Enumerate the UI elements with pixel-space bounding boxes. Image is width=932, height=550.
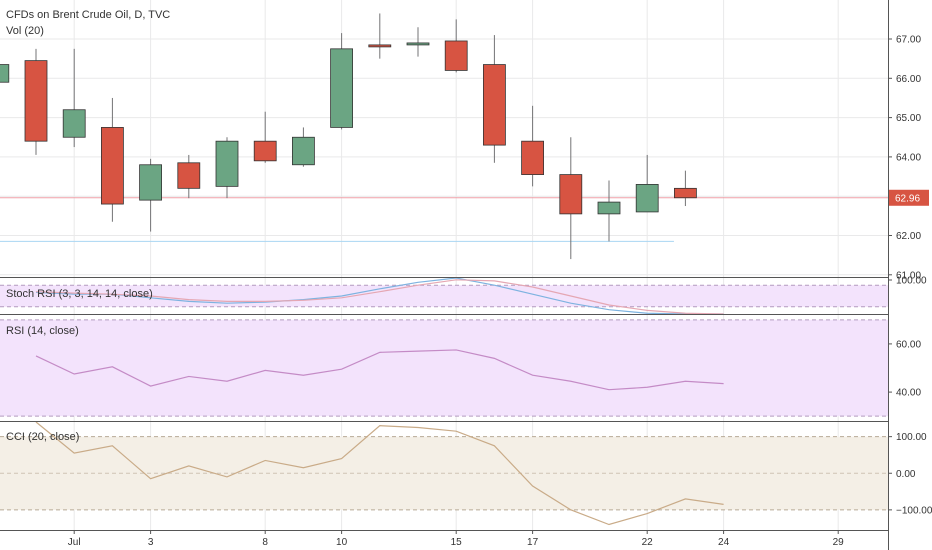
date-axis-label: 17 xyxy=(527,537,539,548)
candle[interactable] xyxy=(597,180,621,242)
cci-line[interactable] xyxy=(35,421,724,526)
price-axis-label: 67.00 xyxy=(896,35,921,46)
price-axis-label: 0.00 xyxy=(896,469,916,480)
stoch-rsi-pane[interactable] xyxy=(35,277,724,315)
pane-legends: CFDs on Brent Crude Oil, D, TVC Vol (20)… xyxy=(6,9,170,443)
candle-body-down xyxy=(177,162,201,189)
candle[interactable] xyxy=(521,105,544,187)
candle[interactable] xyxy=(0,63,10,91)
candle[interactable] xyxy=(177,154,201,199)
candle[interactable] xyxy=(406,27,430,57)
date-axis-label: 10 xyxy=(336,537,348,548)
candle[interactable] xyxy=(444,19,468,73)
volume-label: Vol (20) xyxy=(6,25,44,37)
stoch-k-line[interactable] xyxy=(35,277,724,315)
price-axis-label: 65.00 xyxy=(896,113,921,124)
candle[interactable] xyxy=(101,97,124,222)
price-axis-label: 40.00 xyxy=(896,388,921,399)
candle[interactable] xyxy=(253,111,277,163)
candle-body-up xyxy=(330,48,354,128)
candle-body-down xyxy=(101,127,124,205)
date-axis-label: Jul xyxy=(68,537,81,548)
price-axis-label: 100.00 xyxy=(896,276,927,287)
candle[interactable] xyxy=(635,154,659,213)
price-axis-label: 100.00 xyxy=(896,432,927,443)
price-pane[interactable] xyxy=(0,13,888,260)
candle-body-up xyxy=(635,184,659,213)
candle-body-up xyxy=(139,164,163,201)
date-axis-label: 15 xyxy=(451,537,463,548)
candle[interactable] xyxy=(368,13,392,59)
last-price-badge-bg xyxy=(889,189,929,206)
last-price-badge: 62.96 xyxy=(889,189,929,206)
rsi-line[interactable] xyxy=(35,349,724,391)
candle[interactable] xyxy=(559,137,583,260)
rsi-pane[interactable] xyxy=(35,349,724,391)
grid xyxy=(0,0,888,530)
stoch-rsi-legend: Stoch RSI (3, 3, 14, 14, close) xyxy=(6,288,153,300)
date-axis-label: 22 xyxy=(642,537,654,548)
cci-pane[interactable] xyxy=(35,421,724,526)
price-axis-label: 60.00 xyxy=(896,339,921,350)
candle[interactable] xyxy=(291,127,315,167)
candle-body-down xyxy=(24,60,48,142)
candle[interactable] xyxy=(674,170,697,207)
price-axis-label: 64.00 xyxy=(896,152,921,163)
candle-body-down xyxy=(521,140,544,175)
candle-body-down xyxy=(444,40,468,71)
chart-title: CFDs on Brent Crude Oil, D, TVC xyxy=(6,9,170,21)
candle-body-up xyxy=(0,64,10,83)
last-price-value: 62.96 xyxy=(895,193,920,204)
candle-body-up xyxy=(215,140,239,187)
price-axis-label: 66.00 xyxy=(896,74,921,85)
price-axis-background xyxy=(889,0,932,550)
price-axis-label: −100.00 xyxy=(896,505,932,516)
candle-body-up xyxy=(291,136,315,166)
candle-body-up xyxy=(597,201,621,215)
candle-body-down xyxy=(559,174,583,215)
indicator-bands xyxy=(0,284,888,511)
candle-body-down xyxy=(368,44,392,48)
stoch-d-line[interactable] xyxy=(35,279,724,315)
date-axis-label: 24 xyxy=(718,537,730,548)
price-axis-label: 61.00 xyxy=(896,270,921,281)
price-axis[interactable]: 67.0066.0065.0064.0063.0062.0061.00100.0… xyxy=(888,0,932,550)
candle[interactable] xyxy=(330,33,354,130)
date-axis-label: 3 xyxy=(148,537,154,548)
cci-legend: CCI (20, close) xyxy=(6,431,79,443)
candle-body-up xyxy=(62,109,86,138)
candle-body-up xyxy=(406,42,430,46)
date-axis[interactable]: Jul 3 8 10 15 17 22 24 29 xyxy=(68,530,844,548)
price-axis-label: 62.00 xyxy=(896,231,921,242)
date-axis-label: 8 xyxy=(262,537,268,548)
candle[interactable] xyxy=(139,158,163,232)
candle[interactable] xyxy=(482,35,506,163)
candle[interactable] xyxy=(62,48,86,148)
candle-body-down xyxy=(482,64,506,146)
date-axis-label: 29 xyxy=(833,537,845,548)
candle[interactable] xyxy=(215,137,239,199)
candle-body-down xyxy=(674,187,697,199)
candle[interactable] xyxy=(24,48,48,155)
candle-body-down xyxy=(253,140,277,162)
indicator-band xyxy=(0,319,888,417)
rsi-legend: RSI (14, close) xyxy=(6,325,79,337)
